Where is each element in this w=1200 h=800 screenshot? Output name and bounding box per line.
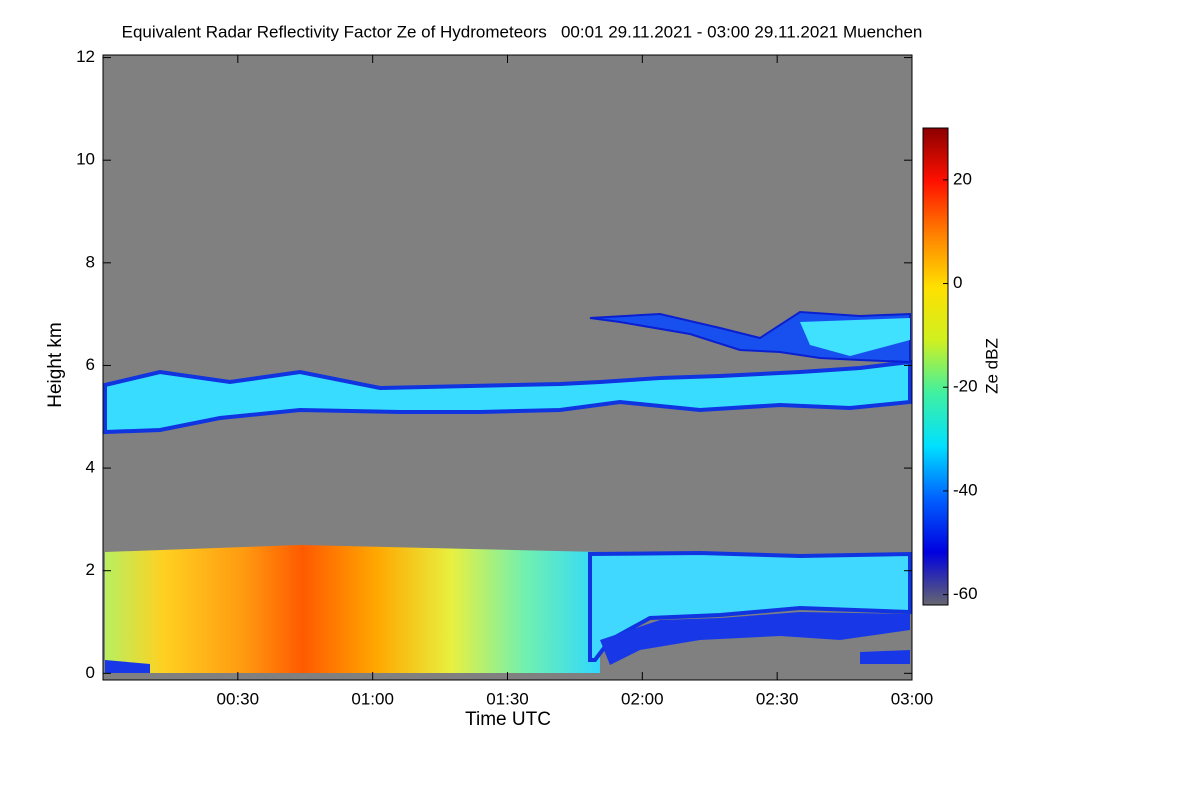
y-tick-label: 4 xyxy=(86,458,95,477)
colorbar-tick-label: -20 xyxy=(953,377,978,396)
colorbar-tick-label: -60 xyxy=(953,584,978,603)
x-tick-label: 01:00 xyxy=(351,689,394,708)
lower-blue-fringe xyxy=(600,612,910,665)
y-tick-label: 12 xyxy=(76,47,95,66)
surface-blue-right xyxy=(860,650,910,664)
colorbar xyxy=(922,127,949,606)
colorbar-tick-label: -40 xyxy=(953,480,978,499)
x-tick-label: 02:30 xyxy=(756,689,799,708)
y-tick-label: 2 xyxy=(86,560,95,579)
colorbar-tick-label: 0 xyxy=(953,273,962,292)
x-tick-label: 03:00 xyxy=(891,689,934,708)
x-tick-label: 01:30 xyxy=(486,689,529,708)
colorbar-tick-label: 20 xyxy=(953,169,972,188)
y-axis-label: Height km xyxy=(45,322,66,408)
y-tick-label: 10 xyxy=(76,150,95,169)
surface-blue xyxy=(105,660,150,673)
x-tick-label: 02:00 xyxy=(621,689,664,708)
upper-cloud-high-core xyxy=(800,318,910,356)
y-tick-label: 8 xyxy=(86,252,95,271)
y-tick-label: 0 xyxy=(86,663,95,682)
lower-layer xyxy=(105,545,600,673)
upper-cloud xyxy=(103,359,912,435)
x-tick-label: 00:30 xyxy=(217,689,260,708)
y-tick-label: 6 xyxy=(86,355,95,374)
chart-title: Equivalent Radar Reflectivity Factor Ze … xyxy=(122,22,923,41)
lower-layer-right xyxy=(588,550,912,662)
colorbar-label: Ze dBZ xyxy=(982,338,1001,394)
reflectivity-field xyxy=(103,310,912,673)
x-axis-label: Time UTC xyxy=(465,709,551,730)
